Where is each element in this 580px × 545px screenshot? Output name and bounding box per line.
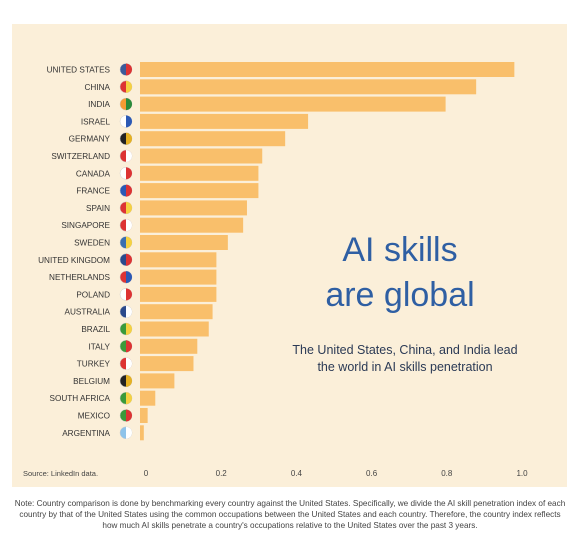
x-tick-label: 0.2 (216, 469, 228, 478)
subheadline: The United States, China, and India lead… (292, 343, 518, 374)
bar (140, 286, 217, 302)
bar (140, 252, 217, 268)
china-flag-icon (119, 80, 133, 94)
bar (140, 390, 156, 406)
category-label: ARGENTINA (62, 429, 110, 438)
x-tick-label: 0.6 (366, 469, 378, 478)
bar (140, 338, 198, 354)
category-label: SWEDEN (74, 239, 110, 248)
bar (140, 183, 259, 199)
bar (140, 304, 213, 320)
bar (140, 148, 263, 164)
category-label: BRAZIL (81, 325, 110, 334)
category-label: POLAND (76, 290, 110, 299)
headline: AI skills are global (300, 228, 500, 318)
category-label: NETHERLANDS (49, 273, 111, 282)
canada-flag-icon (119, 167, 133, 180)
category-label: SOUTH AFRICA (49, 394, 110, 403)
belgium-flag-icon (119, 374, 133, 388)
category-label: SPAIN (86, 204, 110, 213)
argentina-flag-icon (119, 426, 133, 440)
netherlands-flag-icon (119, 270, 133, 284)
headline-line-1: AI skills (342, 231, 458, 269)
bar (140, 269, 217, 285)
australia-flag-icon (119, 305, 133, 318)
singapore-flag-icon (119, 218, 133, 232)
bar (140, 408, 148, 423)
turkey-flag-icon (119, 357, 133, 370)
bar (140, 113, 309, 129)
poland-flag-icon (119, 288, 133, 301)
headline-line-2: are global (325, 276, 475, 314)
brazil-flag-icon (119, 322, 133, 336)
category-label: SINGAPORE (61, 221, 110, 230)
category-label: INDIA (88, 100, 110, 109)
bar (140, 373, 175, 389)
category-label: GERMANY (69, 135, 111, 144)
bar (140, 131, 286, 147)
x-tick-label: 0.4 (291, 469, 303, 478)
france-flag-icon (119, 184, 133, 197)
source-note: Source: LinkedIn data. (23, 469, 99, 478)
x-tick-label: 1.0 (516, 469, 528, 478)
sweden-flag-icon (119, 236, 133, 249)
category-label: TURKEY (77, 360, 111, 369)
switzerland-flag-icon (119, 149, 133, 163)
italy-flag-icon (119, 340, 133, 353)
bar (140, 235, 228, 250)
bar (140, 96, 446, 112)
bar (140, 321, 209, 337)
india-flag-icon (119, 97, 133, 111)
category-label: BELGIUM (73, 377, 110, 386)
methodology-note: Note: Country comparison is done by benc… (14, 499, 566, 530)
bar (140, 200, 247, 216)
category-label: FRANCE (76, 187, 110, 196)
mexico-flag-icon (119, 409, 133, 422)
uk-flag-icon (119, 253, 133, 267)
spain-flag-icon (119, 201, 133, 215)
x-tick-label: 0 (144, 469, 149, 478)
us-flag-icon (119, 63, 133, 76)
category-label: UNITED KINGDOM (38, 256, 110, 265)
category-label: ITALY (88, 342, 110, 351)
bar (140, 356, 194, 372)
category-label: ISRAEL (81, 117, 111, 126)
bar (140, 79, 477, 95)
category-label: SWITZERLAND (51, 152, 110, 161)
category-label: CHINA (85, 83, 111, 92)
category-label: MEXICO (78, 412, 110, 421)
south-africa-flag-icon (119, 391, 133, 405)
bar (140, 425, 144, 441)
category-label: AUSTRALIA (65, 308, 111, 317)
x-tick-label: 0.8 (441, 469, 453, 478)
bar (140, 62, 515, 77)
israel-flag-icon (119, 115, 133, 128)
germany-flag-icon (119, 132, 133, 145)
category-label: UNITED STATES (47, 66, 111, 75)
bar (140, 165, 259, 181)
bar (140, 217, 244, 233)
category-label: CANADA (76, 169, 111, 178)
